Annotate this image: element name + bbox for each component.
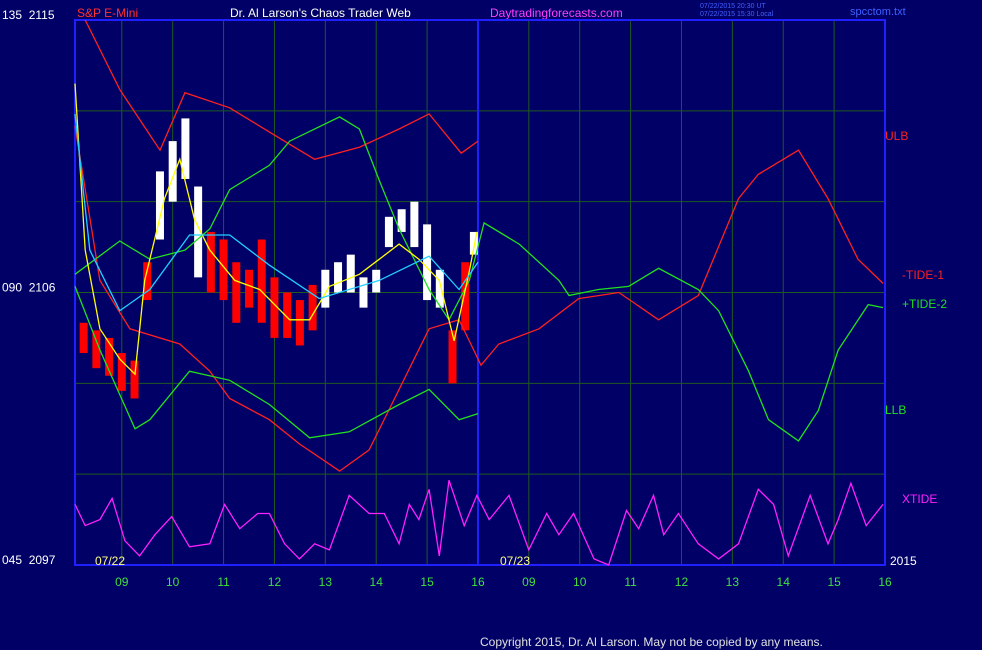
price-bar	[448, 330, 457, 384]
price-bar	[334, 262, 343, 293]
price-bar	[194, 186, 203, 278]
price-bar	[219, 239, 228, 301]
price-bar	[423, 224, 432, 301]
price-bar	[232, 262, 241, 323]
price-bar	[308, 284, 317, 331]
price-bar	[168, 141, 177, 202]
x-tick-label: 10	[573, 575, 587, 589]
x-tick-label: 13	[726, 575, 740, 589]
price-bar	[461, 262, 470, 331]
price-bar	[359, 277, 368, 308]
price-bar	[435, 269, 444, 308]
copyright: Copyright 2015, Dr. Al Larson. May not b…	[480, 635, 823, 649]
x-tick-label: 14	[777, 575, 791, 589]
series-line	[74, 479, 884, 566]
price-bar	[245, 269, 254, 308]
series-label: +TIDE-2	[902, 297, 947, 311]
series-line	[74, 286, 479, 439]
timestamp: 07/22/2015 20:30 UT	[700, 3, 766, 10]
date-label: 07/23	[500, 554, 530, 568]
series-line	[74, 113, 479, 312]
y-tick-label: 090 2106	[2, 281, 56, 295]
plot-frame	[74, 19, 886, 566]
series-line	[74, 116, 884, 442]
price-bar	[257, 239, 266, 323]
series-label: -TIDE-1	[902, 268, 944, 282]
price-bar	[105, 337, 114, 376]
price-bar	[143, 262, 152, 301]
price-bar	[321, 269, 330, 308]
date-label: 07/22	[95, 554, 125, 568]
price-bar	[155, 171, 164, 240]
file-name: spcctom.txt	[850, 6, 906, 18]
price-bar	[384, 216, 393, 248]
chart-subtitle: S&P E-Mini	[77, 6, 138, 20]
price-bar	[117, 353, 126, 391]
x-tick-label: 14	[370, 575, 384, 589]
x-tick-label: 09	[115, 575, 129, 589]
price-bar	[283, 292, 292, 338]
x-tick-label: 11	[217, 575, 230, 589]
price-bar	[270, 277, 279, 338]
x-tick-label: 13	[319, 575, 333, 589]
price-bar	[79, 322, 88, 354]
price-bar	[181, 118, 190, 179]
price-bar	[469, 231, 478, 255]
source: Daytradingforecasts.com	[490, 6, 623, 20]
series-label: LLB	[885, 403, 906, 417]
x-tick-label: 16	[471, 575, 485, 589]
series-line	[84, 19, 479, 160]
series-line	[74, 125, 884, 472]
x-tick-label: 12	[268, 575, 282, 589]
x-tick-label: 09	[522, 575, 536, 589]
series-label: XTIDE	[902, 492, 937, 506]
price-bar	[295, 300, 304, 346]
y-tick-label: 045 2097	[2, 553, 56, 567]
price-bar	[397, 209, 406, 232]
date-label: 2015	[890, 554, 917, 568]
x-tick-label: 12	[675, 575, 689, 589]
x-tick-label: 15	[420, 575, 434, 589]
price-bar	[346, 254, 355, 293]
x-tick-label: 10	[166, 575, 180, 589]
x-tick-label: 16	[878, 575, 892, 589]
x-tick-label: 15	[827, 575, 841, 589]
price-bar	[410, 201, 419, 248]
y-tick-label: 135 2115	[2, 8, 55, 22]
timestamp: 07/22/2015 15:30 Local	[700, 11, 774, 18]
chart-title: Dr. Al Larson's Chaos Trader Web	[230, 6, 411, 20]
price-bar	[92, 330, 101, 369]
series-line	[74, 83, 478, 376]
price-bar	[206, 231, 215, 293]
series-label: ULB	[885, 129, 908, 143]
x-tick-label: 11	[624, 575, 637, 589]
price-bar	[130, 360, 139, 399]
